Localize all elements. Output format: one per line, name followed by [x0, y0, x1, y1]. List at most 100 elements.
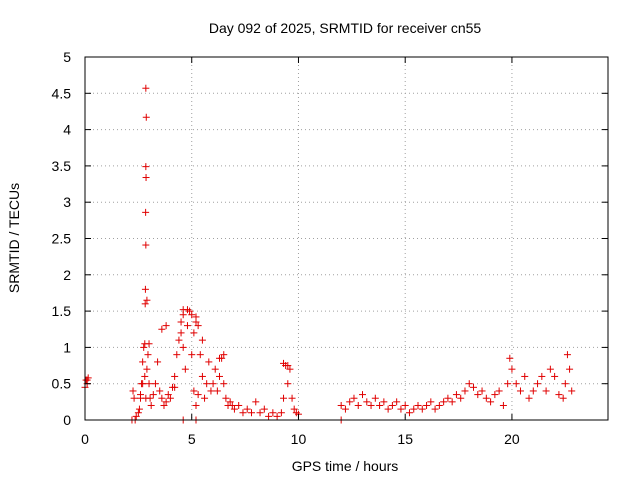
data-point: [499, 401, 507, 409]
data-point: [256, 409, 264, 417]
data-point: [162, 322, 170, 330]
data-point: [418, 405, 426, 413]
data-point: [461, 387, 469, 395]
data-point: [397, 405, 405, 413]
data-point: [401, 401, 409, 409]
data-point: [228, 401, 236, 409]
data-point: [188, 311, 196, 319]
data-point: [410, 405, 418, 413]
data-point: [248, 409, 256, 417]
y-tick-label: 1: [63, 339, 71, 355]
y-tick-label: 3.5: [52, 158, 72, 174]
data-point: [273, 412, 281, 420]
data-point: [177, 329, 185, 337]
data-point: [525, 394, 533, 402]
data-point: [284, 380, 292, 388]
data-point: [144, 351, 152, 359]
data-points: [81, 84, 576, 424]
data-point: [156, 387, 164, 395]
data-point: [354, 401, 362, 409]
data-point: [175, 336, 183, 344]
data-point: [143, 296, 151, 304]
data-point: [230, 405, 238, 413]
data-point: [542, 387, 550, 395]
data-point: [142, 84, 150, 92]
data-point: [363, 398, 371, 406]
data-point: [190, 329, 198, 337]
data-point: [506, 354, 514, 362]
data-point: [209, 380, 217, 388]
data-point: [414, 401, 422, 409]
data-point: [205, 358, 213, 366]
data-point: [566, 365, 574, 373]
data-point: [555, 391, 563, 399]
data-point: [346, 398, 354, 406]
data-point: [563, 351, 571, 359]
data-point: [512, 380, 520, 388]
y-tick-label: 5: [63, 49, 71, 65]
data-point: [288, 394, 296, 402]
data-point: [384, 405, 392, 413]
chart-title: Day 092 of 2025, SRMTID for receiver cn5…: [209, 20, 482, 36]
data-point: [280, 394, 288, 402]
data-point: [529, 387, 537, 395]
data-point: [521, 372, 529, 380]
data-point: [478, 387, 486, 395]
data-point: [235, 401, 243, 409]
data-point: [183, 322, 191, 330]
data-point: [393, 398, 401, 406]
data-point: [141, 285, 149, 293]
data-point: [561, 380, 569, 388]
y-axis-label: SRMTID / TECUs: [6, 183, 22, 293]
data-point: [252, 398, 260, 406]
data-point: [280, 359, 288, 367]
data-point: [192, 401, 200, 409]
data-point: [151, 380, 159, 388]
data-point: [179, 343, 187, 351]
x-tick-label: 5: [188, 431, 196, 447]
data-point: [290, 405, 298, 413]
data-point: [171, 383, 179, 391]
data-point: [359, 391, 367, 399]
y-tick-label: 4.5: [52, 85, 72, 101]
data-point: [139, 358, 147, 366]
data-point: [140, 343, 148, 351]
data-point: [376, 401, 384, 409]
data-point: [559, 394, 567, 402]
data-point: [423, 401, 431, 409]
data-point: [142, 241, 150, 249]
y-tick-label: 3: [63, 194, 71, 210]
data-point: [431, 405, 439, 413]
data-point: [215, 372, 223, 380]
data-point: [448, 398, 456, 406]
data-point: [177, 318, 185, 326]
data-point: [183, 306, 191, 314]
data-point: [465, 380, 473, 388]
data-point: [142, 208, 150, 216]
data-point: [201, 394, 209, 402]
data-point: [135, 405, 143, 413]
data-point: [474, 391, 482, 399]
data-point: [487, 398, 495, 406]
data-point: [207, 387, 215, 395]
data-point: [198, 372, 206, 380]
data-point: [188, 351, 196, 359]
data-point: [504, 380, 512, 388]
data-point: [194, 322, 202, 330]
data-point: [388, 401, 396, 409]
data-point: [516, 387, 524, 395]
data-point: [203, 380, 211, 388]
data-point: [149, 391, 157, 399]
data-point: [435, 401, 443, 409]
data-point: [162, 398, 170, 406]
data-point: [269, 409, 277, 417]
data-point: [179, 311, 187, 319]
x-tick-label: 10: [291, 431, 307, 447]
data-point: [146, 394, 154, 402]
data-point: [284, 362, 292, 370]
data-point: [482, 394, 490, 402]
data-point: [341, 405, 349, 413]
data-point: [350, 394, 358, 402]
data-point: [546, 365, 554, 373]
data-point: [171, 372, 179, 380]
